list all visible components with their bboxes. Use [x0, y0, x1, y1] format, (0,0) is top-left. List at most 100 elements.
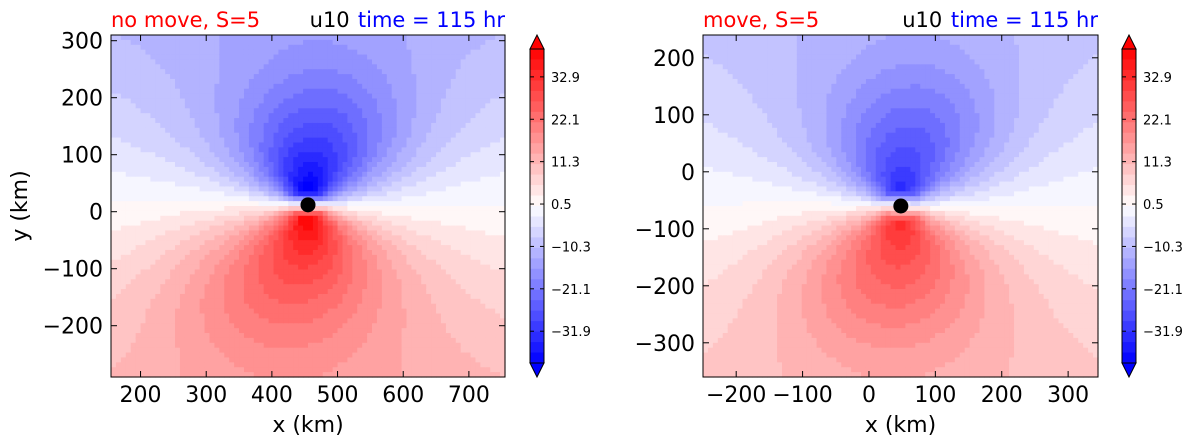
heatmap-cell [239, 196, 245, 202]
heatmap-cell [342, 333, 348, 339]
heatmap-cell [258, 328, 265, 334]
heatmap-cell [416, 152, 422, 158]
heatmap-cell [160, 264, 166, 271]
heatmap-cell [391, 147, 398, 153]
heatmap-cell [145, 181, 151, 188]
heatmap-cell [411, 49, 417, 56]
heatmap-cell [288, 342, 294, 349]
heatmap-cell [367, 342, 373, 349]
heatmap-cell [155, 113, 161, 119]
heatmap-cell [135, 166, 142, 173]
heatmap-cell [376, 93, 383, 100]
heatmap-cell [234, 240, 240, 246]
heatmap-cell [298, 240, 304, 246]
heatmap-cell [175, 215, 181, 222]
heatmap-cell [367, 78, 373, 85]
heatmap-cell [234, 249, 240, 256]
heatmap-cell [416, 274, 422, 280]
heatmap-cell [170, 69, 176, 75]
heatmap-cell [372, 108, 378, 114]
heatmap-cell [426, 298, 432, 305]
heatmap-cell [312, 225, 319, 232]
heatmap-cell [431, 225, 437, 232]
heatmap-cell [179, 152, 186, 158]
heatmap-cell [386, 122, 393, 129]
heatmap-cell [224, 362, 230, 368]
heatmap-cell [115, 254, 122, 261]
heatmap-cell [362, 103, 368, 109]
heatmap-cell [273, 318, 280, 324]
heatmap-cell [455, 269, 462, 275]
heatmap-cell [229, 269, 235, 275]
heatmap-cell [386, 191, 393, 197]
heatmap-cell [283, 127, 289, 134]
heatmap-cell [278, 196, 284, 202]
heatmap-cell [401, 323, 408, 329]
heatmap-cell [140, 108, 147, 114]
heatmap-cell [175, 367, 181, 373]
heatmap-cell [426, 157, 432, 163]
heatmap-cell [322, 264, 329, 271]
heatmap-cell [308, 88, 314, 95]
heatmap-cell [204, 196, 211, 202]
heatmap-cell [416, 44, 422, 51]
heatmap-cell [352, 308, 358, 315]
heatmap-cell [431, 59, 437, 65]
heatmap-cell [298, 166, 304, 173]
heatmap-cell [239, 103, 245, 109]
heatmap-cell [288, 166, 294, 173]
heatmap-cell [298, 284, 304, 290]
heatmap-cell [175, 108, 181, 114]
heatmap-cell [170, 215, 176, 222]
heatmap-cell [283, 245, 289, 251]
heatmap-cell [219, 293, 225, 300]
heatmap-cell [367, 162, 373, 168]
heatmap-cell [322, 132, 329, 139]
heatmap-cell [450, 249, 457, 256]
heatmap-cell [332, 284, 339, 290]
heatmap-cell [239, 220, 245, 227]
heatmap-cell [455, 352, 462, 359]
heatmap-cell [170, 122, 176, 129]
heatmap-cell [445, 308, 452, 315]
heatmap-cell [372, 298, 378, 305]
heatmap-cell [224, 147, 230, 153]
heatmap-cell [209, 88, 216, 95]
heatmap-cell [145, 372, 151, 378]
heatmap-cell [391, 274, 398, 280]
heatmap-cell [455, 186, 462, 192]
heatmap-cell [342, 118, 348, 124]
heatmap-cell [386, 64, 393, 70]
heatmap-cell [362, 132, 368, 139]
heatmap-cell [115, 245, 122, 251]
heatmap-cell [258, 137, 265, 144]
heatmap-cell [268, 35, 275, 41]
heatmap-cell [327, 137, 334, 144]
heatmap-cell [150, 323, 156, 329]
heatmap-cell [367, 313, 373, 319]
heatmap-cell [322, 254, 329, 261]
heatmap-cell [253, 240, 260, 246]
heatmap-cell [179, 206, 186, 212]
heatmap-cell [317, 44, 324, 51]
heatmap-cell [357, 308, 363, 315]
heatmap-cell [120, 83, 127, 90]
heatmap-cell [396, 118, 403, 124]
heatmap-cell [273, 98, 280, 104]
heatmap-cell [175, 254, 181, 261]
heatmap-cell [391, 245, 398, 251]
heatmap-cell [342, 215, 348, 222]
heatmap-cell [214, 142, 220, 148]
heatmap-cell [450, 230, 457, 236]
heatmap-cell [120, 328, 127, 334]
heatmap-cell [194, 318, 201, 324]
heatmap-cell [372, 147, 378, 153]
heatmap-cell [115, 83, 122, 90]
heatmap-cell [450, 142, 457, 148]
heatmap-cell [317, 298, 324, 305]
heatmap-cell [263, 118, 270, 124]
heatmap-cell [125, 191, 132, 197]
heatmap-cell [367, 220, 373, 227]
heatmap-cell [406, 44, 413, 51]
heatmap-cell [155, 127, 161, 134]
